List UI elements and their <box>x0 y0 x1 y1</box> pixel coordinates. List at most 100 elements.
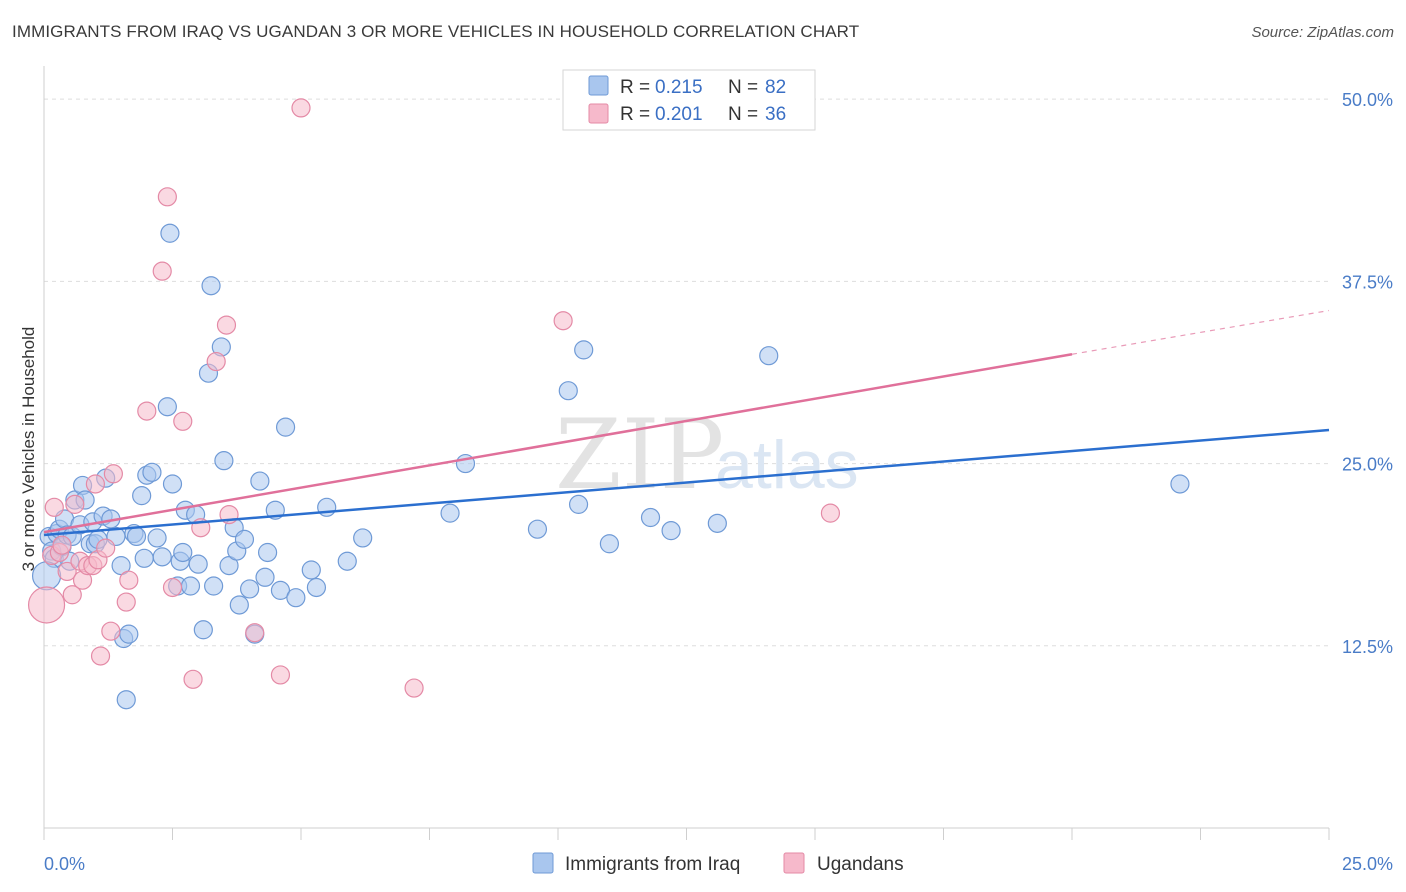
point-iraq <box>568 494 589 514</box>
trend-line-ugandans-extension <box>1071 309 1330 355</box>
point-ugandans <box>96 538 116 558</box>
watermark-atlas: atlas <box>715 427 859 503</box>
point-iraq <box>119 624 139 644</box>
point-iraq <box>640 507 661 528</box>
bottom-legend-swatch-iraq <box>532 852 554 874</box>
point-iraq <box>661 521 681 541</box>
point-ugandans <box>90 646 111 666</box>
point-iraq <box>270 580 291 600</box>
point-iraq <box>257 542 278 563</box>
legend-n-value-iraq: 82 <box>765 77 786 98</box>
point-iraq <box>1170 474 1190 494</box>
point-iraq <box>229 595 249 615</box>
point-ugandans <box>137 401 157 421</box>
point-ugandans <box>820 503 841 523</box>
y-tick-label: 37.5% <box>1342 272 1393 292</box>
point-ugandans <box>404 678 424 698</box>
point-ugandans <box>152 261 172 281</box>
legend-swatch-iraq <box>588 75 609 96</box>
legend-n-value-ugandans: 36 <box>765 104 786 125</box>
point-iraq <box>353 528 373 548</box>
point-iraq <box>599 534 620 554</box>
legend-r-label-iraq: R = <box>620 77 650 98</box>
point-iraq <box>574 340 594 360</box>
watermark-zip: ZIP <box>555 399 724 511</box>
y-tick-label: 12.5% <box>1342 637 1393 657</box>
point-iraq <box>157 397 177 417</box>
point-ugandans <box>183 669 203 689</box>
point-iraq <box>180 576 201 596</box>
point-iraq <box>152 547 172 567</box>
axes <box>43 66 1330 840</box>
point-ugandans <box>291 98 311 118</box>
x-tick-label-max: 25.0% <box>1342 854 1393 874</box>
x-tick-labels: 0.0% 25.0% <box>44 854 1393 874</box>
data-points <box>27 98 1190 710</box>
chart-title: IMMIGRANTS FROM IRAQ VS UGANDAN 3 OR MOR… <box>12 22 860 41</box>
trend-line-iraq <box>43 428 1330 537</box>
point-ugandans <box>116 592 136 612</box>
point-iraq <box>286 588 306 608</box>
point-ugandans <box>57 561 77 582</box>
point-iraq <box>142 462 162 482</box>
point-iraq <box>188 554 208 574</box>
point-iraq <box>162 474 183 494</box>
point-iraq <box>558 381 578 401</box>
point-iraq <box>234 529 255 549</box>
point-ugandans <box>27 586 66 624</box>
point-ugandans <box>119 570 139 590</box>
point-iraq <box>134 548 154 568</box>
y-axis-label: 3 or more Vehicles in Household <box>19 327 38 572</box>
point-ugandans <box>62 585 82 605</box>
legend-box: R = 0.215 N = 82 R = 0.201 N = 36 <box>562 69 816 131</box>
point-iraq <box>201 276 221 296</box>
point-iraq <box>759 346 779 366</box>
legend-n-label-iraq: N = <box>728 77 758 98</box>
point-ugandans <box>52 535 72 555</box>
point-iraq <box>337 551 357 571</box>
legend-r-label-ugandans: R = <box>620 104 650 125</box>
point-iraq <box>147 528 167 548</box>
legend-r-value-ugandans: 0.201 <box>655 104 703 125</box>
point-ugandans <box>157 187 177 207</box>
y-tick-labels: 12.5% 25.0% 37.5% 50.0% <box>1342 90 1393 657</box>
point-iraq <box>173 542 193 563</box>
point-iraq <box>126 526 147 547</box>
point-ugandans <box>44 497 64 517</box>
y-tick-label: 25.0% <box>1342 455 1393 475</box>
trend-line-ugandans <box>43 353 1073 534</box>
legend-swatch-ugandans <box>588 103 609 124</box>
point-iraq <box>306 577 327 598</box>
point-ugandans <box>162 577 183 598</box>
point-iraq <box>204 576 224 596</box>
point-iraq <box>193 620 213 640</box>
point-ugandans <box>101 621 121 641</box>
point-iraq <box>214 451 234 471</box>
bottom-legend: Immigrants from Iraq Ugandans <box>532 852 904 875</box>
point-ugandans <box>65 494 85 514</box>
bottom-legend-label-iraq: Immigrants from Iraq <box>565 854 740 875</box>
trend-lines <box>43 309 1330 537</box>
point-ugandans <box>206 351 226 372</box>
bottom-legend-label-ugandans: Ugandans <box>817 854 904 875</box>
point-iraq <box>132 486 152 506</box>
point-ugandans <box>85 474 106 494</box>
x-tick-label-min: 0.0% <box>44 854 85 874</box>
point-iraq <box>440 503 460 523</box>
point-iraq <box>240 579 260 599</box>
point-iraq <box>275 417 296 437</box>
legend-n-label-ugandans: N = <box>728 104 758 125</box>
point-ugandans <box>245 623 265 643</box>
y-tick-label: 50.0% <box>1342 90 1393 110</box>
legend-r-value-iraq: 0.215 <box>655 77 703 98</box>
point-iraq <box>250 471 270 491</box>
point-iraq <box>301 560 321 580</box>
point-iraq <box>116 690 136 710</box>
point-ugandans <box>216 315 237 335</box>
point-ugandans <box>553 311 573 331</box>
point-ugandans <box>270 665 291 685</box>
point-ugandans <box>173 411 193 431</box>
point-iraq <box>160 223 180 243</box>
point-iraq <box>255 567 275 587</box>
